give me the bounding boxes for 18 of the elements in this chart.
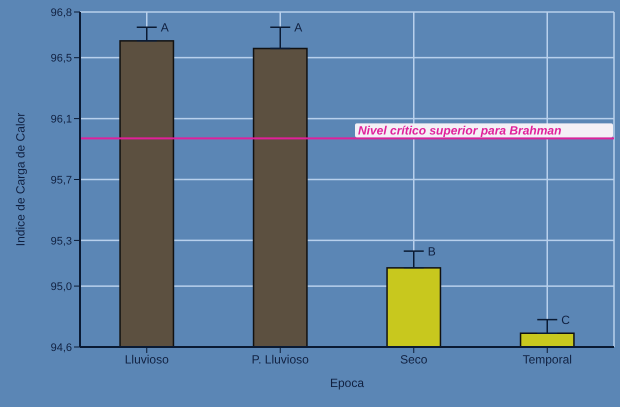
- x-axis-title: Epoca: [330, 376, 364, 390]
- x-tick-label: Lluvioso: [124, 352, 170, 367]
- y-tick-label: 96,8: [50, 6, 72, 19]
- y-tick-label: 95,7: [50, 174, 72, 186]
- ref-line-label: Nivel crítico superior para Brahman: [358, 123, 562, 138]
- annotation: A: [294, 20, 302, 34]
- x-tick-label: Temporal: [522, 352, 572, 367]
- x-tick-label: Seco: [400, 352, 428, 367]
- y-tick-label: 96,1: [50, 113, 72, 126]
- x-tick-label: P. Lluvioso: [252, 352, 310, 367]
- y-tick-label: 94,6: [50, 342, 72, 354]
- y-tick-label: 95,3: [50, 235, 72, 248]
- annotation: A: [160, 20, 169, 34]
- annotation: B: [428, 244, 436, 258]
- y-tick-label: 95,0: [50, 280, 72, 293]
- annotation: C: [561, 312, 570, 327]
- y-axis-title: Indice de Carga de Calor: [13, 112, 28, 246]
- y-tick-label: 96,5: [50, 52, 72, 65]
